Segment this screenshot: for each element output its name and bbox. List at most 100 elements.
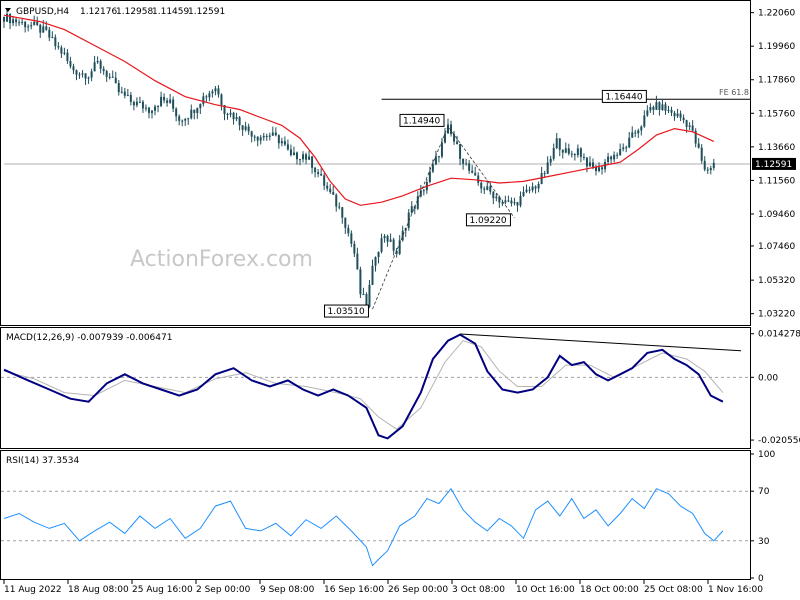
candle-body [676,113,679,117]
candle-body [223,105,226,114]
candle-body [338,206,341,208]
candle-body [453,134,456,142]
candle-body [129,94,132,102]
candle-body [244,126,247,130]
candle-body [374,257,377,266]
candle-body [286,144,289,150]
candle-body [498,196,501,203]
candle-body [628,137,631,148]
candle-body [700,147,703,161]
y-tick-label: 1.07460 [758,242,795,252]
candle-body [359,269,362,295]
candle-body [582,156,585,158]
candle-body [531,186,534,191]
candle-body [534,186,537,189]
candle-body [262,135,265,138]
candle-body [253,136,256,138]
candle-body [383,235,386,239]
y-tick-label: 0 [758,574,764,584]
wave-projection-line [372,125,515,310]
candle-body [613,154,616,160]
candle-body [465,163,468,165]
candle-body [456,141,459,144]
candle-body [147,107,150,113]
annotation-box [601,89,647,103]
candle-body [371,265,374,285]
dropdown-triangle-icon[interactable] [5,8,11,12]
candle-body [649,106,652,111]
y-tick-label: 1.15760 [758,109,795,119]
candle-body [93,62,96,72]
candle-body [380,238,383,252]
rsi-plot [1,487,750,567]
rsi-title: RSI(14) 37.3534 [6,456,79,466]
candle-body [289,149,292,155]
candle-body [320,174,323,176]
rsi-panel-frame [0,450,751,580]
candle-body [607,156,610,162]
candle-body [205,96,208,98]
candle-body [341,207,344,218]
candle-body [12,19,15,24]
candle-body [157,105,160,107]
candle-body [437,156,440,158]
candle-body [492,191,495,199]
candle-body [570,153,573,155]
macd-divergence-line [460,333,742,352]
candle-body [516,202,519,206]
candle-body [238,117,241,126]
y-tick-label: 70 [758,487,770,497]
candle-body [576,148,579,156]
y-tick-label: 1.19960 [758,42,795,52]
candle-body [190,109,193,119]
candle-body [625,147,628,149]
candle-body [483,188,486,190]
candle-body [507,200,510,202]
candle-body [181,120,184,122]
candle-body [169,99,172,103]
annotation-label: 1.14940 [403,116,440,126]
candle-body [138,101,141,103]
candle-body [6,13,9,22]
y-tick-label: 1.17860 [758,76,795,86]
x-tick-label: 9 Sep 08:00 [260,585,315,595]
candle-body [90,71,93,78]
candle-body [250,131,253,137]
candle-body [144,107,147,109]
candle-body [160,96,163,106]
candle-body [697,143,700,148]
candle-body [21,21,24,23]
candle-body [202,96,205,104]
moving-average-line [3,14,715,206]
y-tick-label: 1.09460 [758,210,795,220]
candle-body [640,126,643,131]
candle-body [389,239,392,242]
candle-body [422,190,425,192]
candle-body [72,66,75,71]
candle-body [220,94,223,106]
annotation-box [323,304,369,318]
candle-body [546,162,549,174]
x-tick-label: 3 Oct 08:00 [452,585,505,595]
candle-body [362,294,365,296]
annotation-box [399,113,445,127]
candle-body [407,212,410,228]
candle-body [709,167,712,171]
candle-body [655,102,658,110]
candle-body [280,141,283,144]
y-tick-label: 1.13660 [758,143,795,153]
candle-body [489,186,492,192]
candle-body [682,117,685,121]
low-value: 1.11459 [152,7,189,17]
x-tick-label: 10 Oct 16:00 [516,585,575,595]
candle-body [398,240,401,254]
price-header: GBPUSD,H4 1.12176 1.12958 1.11459 1.1259… [5,7,225,17]
candle-body [471,170,474,173]
candle-body [434,156,437,165]
candle-body [567,148,570,154]
macd-line [3,333,724,440]
candle-body [36,21,39,25]
candle-body [217,88,220,95]
candle-body [658,102,661,110]
candle-body [33,21,36,26]
